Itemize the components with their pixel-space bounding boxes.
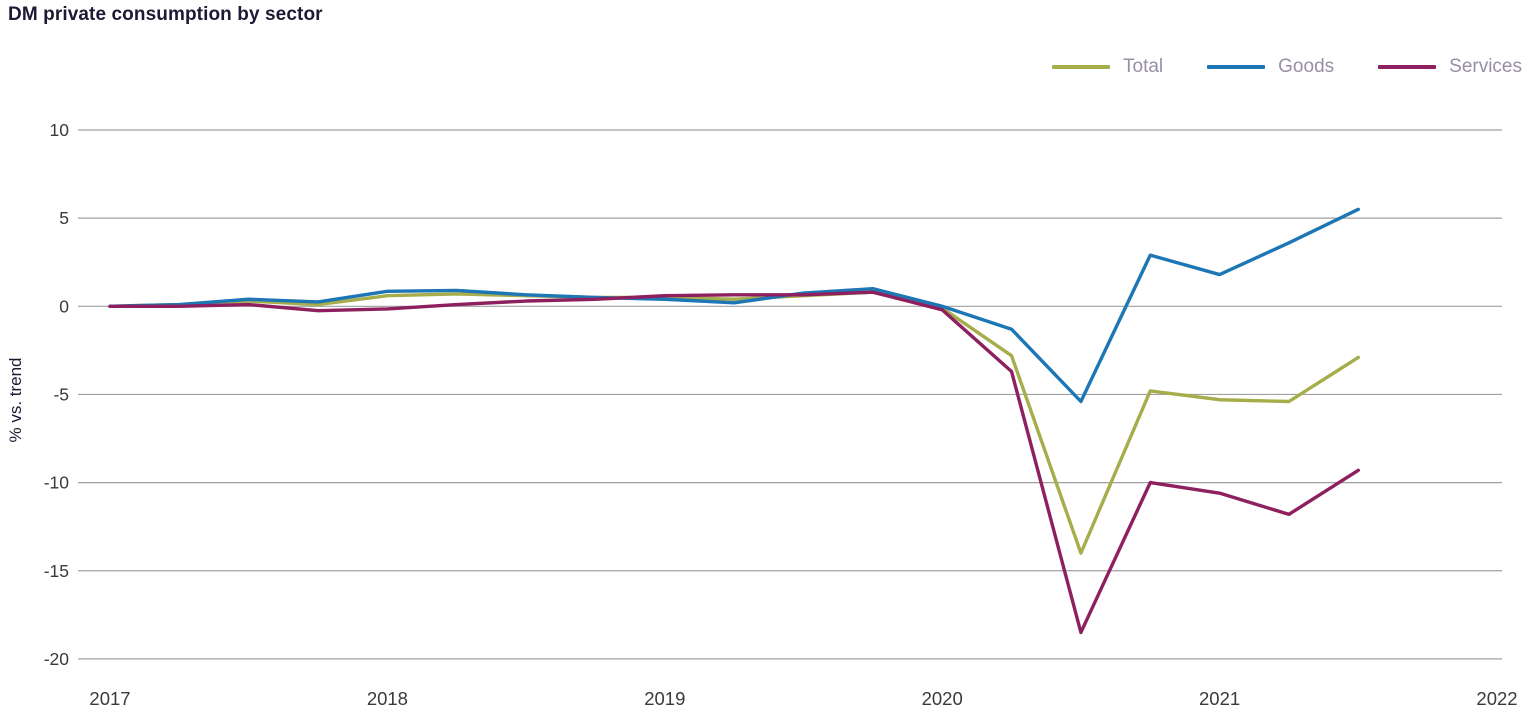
series-line-services — [108, 290, 1361, 635]
legend-item-total: Total — [1052, 56, 1163, 78]
legend-label-services: Services — [1449, 56, 1522, 77]
y-tick-label: -5 — [53, 384, 69, 404]
y-tick-label: -10 — [44, 473, 70, 493]
x-tick-label: 2017 — [89, 688, 130, 709]
series-line-total — [108, 290, 1361, 555]
legend-swatch-goods — [1207, 65, 1266, 69]
y-tick-label: 5 — [59, 208, 69, 228]
legend-item-goods: Goods — [1207, 56, 1334, 78]
chart-title: DM private consumption by sector — [8, 4, 323, 25]
y-tick-label: 0 — [59, 296, 69, 316]
legend-label-goods: Goods — [1278, 56, 1335, 77]
x-tick-label: 2018 — [367, 688, 408, 709]
y-tick-label: -20 — [44, 649, 70, 669]
x-tick-label: 2019 — [644, 688, 685, 709]
legend-item-services: Services — [1378, 56, 1522, 78]
x-tick-label: 2021 — [1199, 688, 1240, 709]
legend-swatch-services — [1378, 65, 1437, 69]
y-tick-label: 10 — [50, 120, 70, 140]
series-line-goods — [108, 207, 1361, 404]
x-tick-label: 2022 — [1476, 688, 1517, 709]
y-tick-label: -15 — [44, 561, 69, 581]
legend-swatch-total — [1052, 65, 1111, 69]
legend-label-total: Total — [1123, 56, 1164, 77]
x-tick-label: 2020 — [922, 688, 963, 709]
legend: Total Goods Services — [1052, 56, 1522, 78]
